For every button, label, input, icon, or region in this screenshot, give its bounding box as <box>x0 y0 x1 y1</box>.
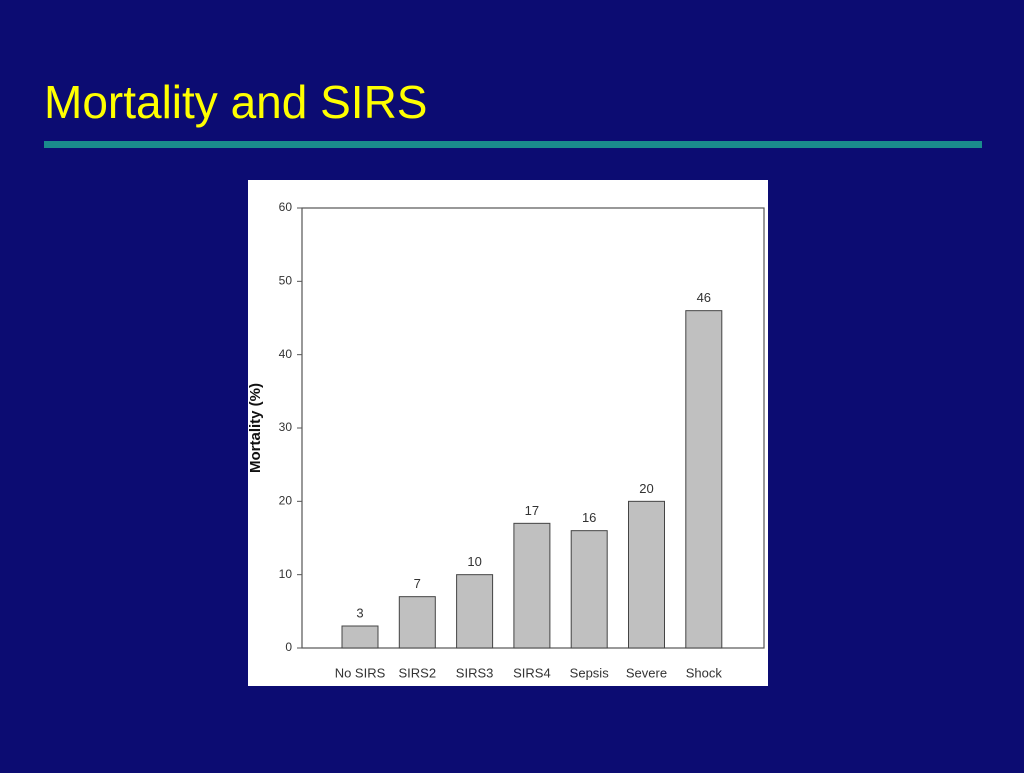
x-tick-label: Severe <box>626 665 667 680</box>
data-label: 17 <box>525 503 539 518</box>
y-tick-label: 40 <box>279 347 293 361</box>
x-tick-label: SIRS2 <box>399 665 437 680</box>
y-tick-label: 50 <box>279 274 293 288</box>
y-tick-label: 0 <box>285 640 292 654</box>
chart-panel <box>248 180 768 686</box>
y-tick-label: 30 <box>279 420 293 434</box>
bar <box>513 522 551 649</box>
x-tick-label: SIRS4 <box>513 665 551 680</box>
bar <box>398 596 436 649</box>
x-tick-label: Sepsis <box>570 665 610 680</box>
data-label: 3 <box>356 605 363 620</box>
x-tick-label: No SIRS <box>335 665 386 680</box>
data-label: 10 <box>467 554 481 569</box>
bar <box>628 500 665 649</box>
bar <box>341 625 379 649</box>
slide-title: Mortality and SIRS <box>44 76 427 128</box>
data-label: 16 <box>582 510 596 525</box>
y-tick-label: 60 <box>279 200 293 214</box>
x-tick-label: SIRS3 <box>456 665 494 680</box>
bar <box>456 574 494 649</box>
data-label: 7 <box>414 576 421 591</box>
data-label: 46 <box>697 290 711 305</box>
y-tick-label: 10 <box>279 567 293 581</box>
title-rule <box>44 141 982 148</box>
bar <box>570 530 608 649</box>
y-axis-label: Mortality (%) <box>247 383 264 473</box>
data-label: 20 <box>639 481 653 496</box>
x-tick-label: Shock <box>686 665 723 680</box>
y-tick-label: 20 <box>279 494 293 508</box>
bar <box>685 310 723 649</box>
